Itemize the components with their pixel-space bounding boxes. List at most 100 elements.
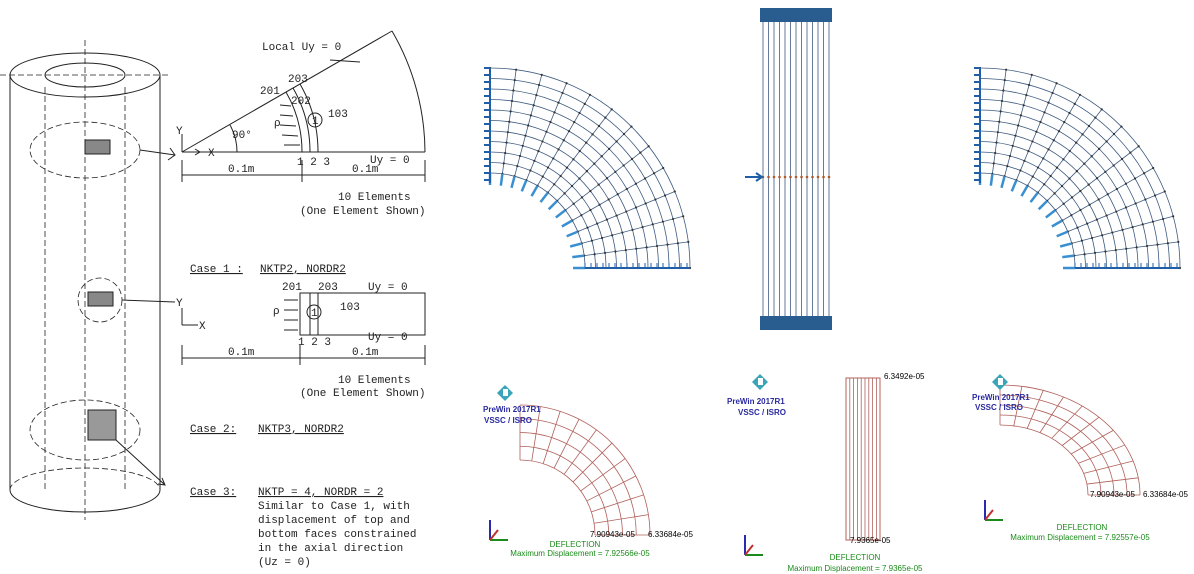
pressure-arrow: [1039, 201, 1047, 209]
mesh-node: [598, 125, 600, 127]
mesh-node: [511, 100, 513, 102]
mesh-node: [535, 94, 537, 96]
mesh-line: [591, 495, 643, 512]
mesh-node: [1047, 148, 1049, 150]
mesh-node: [604, 117, 606, 119]
mesh-node: [611, 108, 613, 110]
pressure-arrow: [522, 180, 527, 191]
mesh-node: [1076, 227, 1078, 229]
min-label: 7.90943e-05: [590, 530, 635, 539]
mesh-node: [997, 131, 999, 133]
case-2: Case 2: NKTP3, NORDR2: [190, 424, 344, 436]
mesh-node: [1121, 158, 1123, 160]
mesh-node: [608, 148, 610, 150]
mesh-node: [998, 121, 1000, 123]
logo: [503, 389, 508, 396]
mesh-node: [557, 148, 559, 150]
pressure-arrow: [1022, 186, 1028, 196]
mesh-node: [773, 176, 776, 179]
mesh-node: [682, 215, 684, 217]
mesh-node: [1079, 94, 1081, 96]
mesh-line: [532, 407, 541, 461]
mesh-node: [553, 111, 555, 113]
pressure-arrow: [1052, 221, 1062, 227]
mesh-node: [1088, 183, 1090, 185]
pressure-arrow: [556, 210, 566, 217]
mesh-node: [1062, 158, 1064, 160]
axis-label: Y: [176, 298, 183, 310]
min-label: 7.90943e-05: [1090, 490, 1135, 499]
node-label: 203: [288, 74, 308, 86]
mesh-node: [1135, 202, 1137, 204]
pressure-arrow: [1031, 193, 1038, 203]
description: displacement of top and: [258, 515, 410, 527]
mesh-node: [1055, 82, 1057, 84]
mesh-node: [557, 102, 559, 104]
mesh-node: [568, 130, 570, 132]
description: (Uz = 0): [258, 557, 311, 569]
note: 10 Elements: [338, 375, 411, 387]
description: bottom faces constrained: [258, 529, 416, 541]
mesh-node: [1162, 218, 1164, 220]
mesh-node: [586, 227, 588, 229]
mesh-node: [1025, 94, 1027, 96]
mesh-line: [543, 411, 560, 463]
mesh-node: [642, 226, 644, 228]
mesh-node: [1019, 169, 1021, 171]
case-3: Case 3: NKTP = 4, NORDR = 2 Similar to C…: [190, 487, 416, 569]
max-label: 6.33684e-05: [648, 530, 693, 539]
mesh-node: [527, 124, 529, 126]
mesh-node: [533, 160, 535, 162]
mesh-node: [635, 248, 637, 250]
axis-triad: [745, 545, 753, 555]
mesh-node: [585, 142, 587, 144]
mesh-node: [625, 210, 627, 212]
case-label: Case 2:: [190, 424, 236, 436]
mesh-node: [507, 131, 509, 133]
mesh-node: [1050, 175, 1052, 177]
pressure-arrow: [549, 201, 557, 209]
mesh-node: [591, 240, 593, 242]
mesh-node: [581, 196, 583, 198]
mesh-node: [1132, 226, 1134, 228]
mesh-node: [1020, 114, 1022, 116]
pressure-arrow: [501, 174, 503, 186]
pressure-arrow: [745, 173, 762, 181]
pressure-arrow: [541, 193, 548, 203]
node-label: 1 2 3: [298, 337, 331, 349]
mesh-node: [662, 221, 664, 223]
mesh-node: [589, 209, 591, 211]
node-label: 201: [260, 86, 280, 98]
mesh-node: [1023, 160, 1025, 162]
mesh-node: [601, 237, 603, 239]
max-displacement: Maximum Displacement = 7.9365e-05: [788, 564, 924, 573]
axis-triad: [490, 530, 498, 540]
max-label: 6.3492e-05: [884, 372, 925, 381]
mesh-node: [504, 152, 506, 154]
mesh-node: [589, 94, 591, 96]
mesh-node: [1113, 133, 1115, 135]
case-1: Case 1 : NKTP2, NORDR2: [190, 264, 346, 276]
mesh-node: [524, 135, 526, 137]
axis-label: X: [208, 148, 215, 160]
min-label: 7.9365e-05: [850, 536, 891, 545]
mesh-node: [578, 177, 580, 179]
mesh-node: [1051, 92, 1053, 94]
pressure-label: ρ: [274, 118, 281, 130]
mesh-node: [1071, 196, 1073, 198]
mesh-node: [611, 234, 613, 236]
org: VSSC / ISRO: [738, 408, 786, 417]
mesh-node: [1115, 249, 1117, 251]
pressure-arrow: [1062, 256, 1074, 258]
mesh-node: [541, 74, 543, 76]
mesh-node: [674, 190, 676, 192]
mesh-node: [1083, 253, 1085, 255]
mesh-node: [598, 204, 600, 206]
case-value: NKTP3, NORDR2: [258, 424, 344, 436]
mesh-node: [1096, 218, 1098, 220]
mesh-node: [1056, 167, 1058, 169]
mesh-node: [1096, 177, 1098, 179]
node-label: 103: [328, 109, 348, 121]
note: (One Element Shown): [300, 206, 425, 218]
mesh-node: [664, 194, 666, 196]
